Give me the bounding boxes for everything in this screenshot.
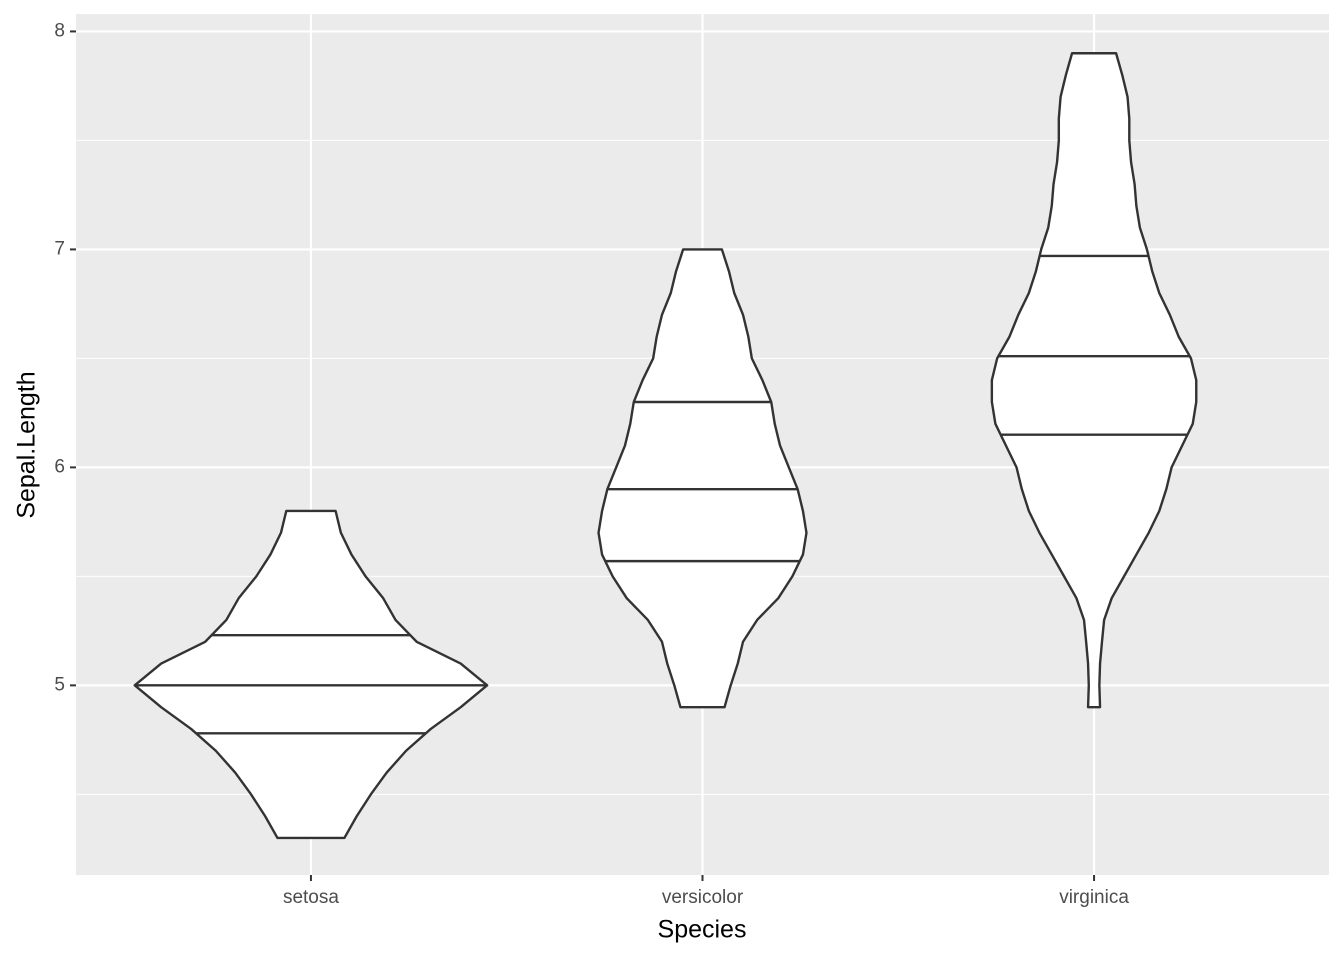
y-axis-title: Sepal.Length [13,371,41,518]
violin [133,509,489,840]
y-tick-label: 6 [54,456,65,477]
violin [597,248,808,709]
violins [133,52,1198,840]
y-tick-label: 8 [54,20,65,41]
y-tick-label: 7 [54,238,65,259]
x-tick-label: setosa [283,887,339,908]
violin [990,52,1198,709]
y-tick-label: 5 [54,674,65,695]
axis-labels: 5 6 7 8 setosa versicolor virginica [54,20,1129,908]
x-tick-label: versicolor [662,887,744,908]
x-axis-title: Species [658,916,747,944]
x-tick-label: virginica [1059,887,1129,908]
